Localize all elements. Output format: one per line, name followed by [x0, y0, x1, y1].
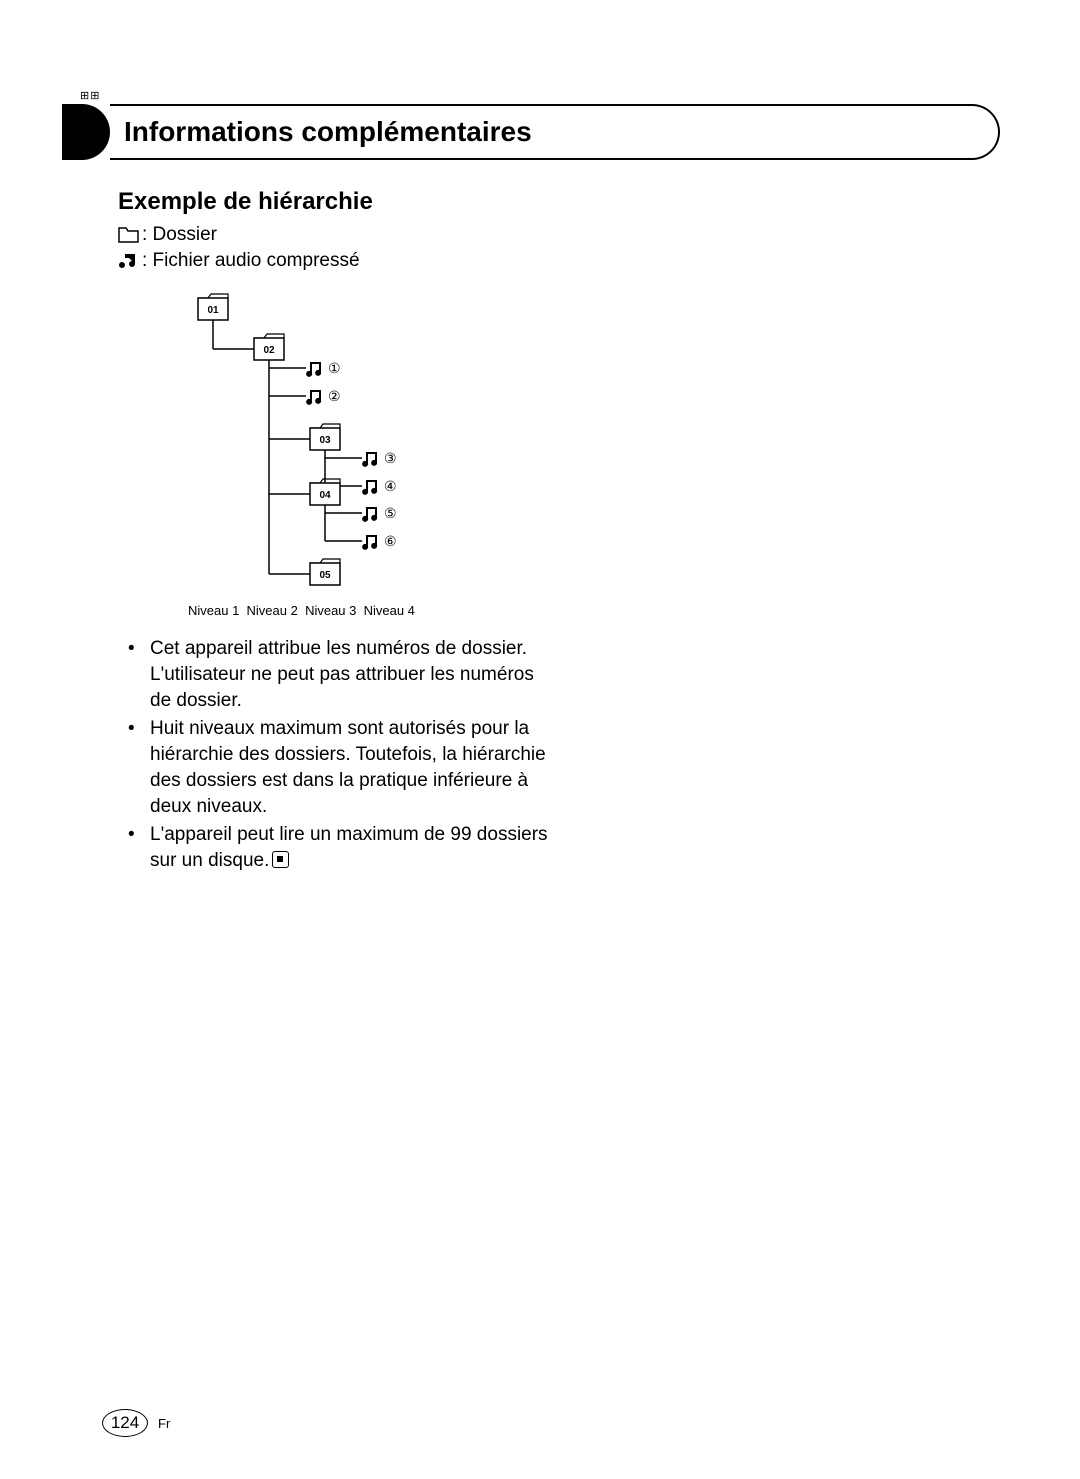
svg-text:02: 02 — [263, 345, 275, 356]
note-item: Huit niveaux maximum sont autorisés pour… — [150, 716, 558, 820]
section-header-pill: Informations complémentaires — [110, 104, 1000, 160]
level-labels: Niveau 1 Niveau 2 Niveau 3 Niveau 4 — [188, 603, 558, 618]
legend-file-label: : Fichier audio compressé — [142, 248, 360, 274]
page-number: 124 — [102, 1409, 148, 1437]
folder-icon — [118, 226, 140, 244]
svg-text:05: 05 — [319, 570, 331, 581]
svg-text:⑤: ⑤ — [384, 505, 397, 521]
hierarchy-svg: ① ② ③ ④ ⑤ ⑥ 01 02 03 04 05 — [188, 292, 448, 592]
legend-folder-label: : Dossier — [142, 222, 217, 248]
appendix-glyphs: ⊞⊞ — [80, 89, 100, 102]
legend-file: : Fichier audio compressé — [118, 248, 558, 274]
page-footer: 124 Fr — [102, 1409, 170, 1437]
legend-folder: : Dossier — [118, 222, 558, 248]
note-item: L'appareil peut lire un maximum de 99 do… — [150, 822, 558, 874]
svg-text:⑥: ⑥ — [384, 533, 397, 549]
svg-text:01: 01 — [207, 305, 219, 316]
svg-text:①: ① — [328, 360, 341, 376]
music-note-icon — [118, 251, 140, 271]
subsection-heading: Exemple de hiérarchie — [118, 188, 558, 216]
svg-text:04: 04 — [319, 490, 331, 501]
svg-text:②: ② — [328, 388, 341, 404]
content-column: Exemple de hiérarchie : Dossier : Fichie… — [118, 188, 558, 876]
page-lang: Fr — [158, 1416, 170, 1431]
end-of-section-icon — [272, 851, 289, 868]
side-tab — [62, 104, 110, 160]
section-title: Informations complémentaires — [124, 116, 532, 148]
note-item: Cet appareil attribue les numéros de dos… — [150, 636, 558, 714]
hierarchy-diagram: ① ② ③ ④ ⑤ ⑥ 01 02 03 04 05 Niveau 1 Niveau 2 Nivea… — [188, 292, 558, 618]
svg-text:③: ③ — [384, 450, 397, 466]
manual-page: ⊞⊞ Informations complémentaires Exemple … — [0, 0, 1080, 1479]
svg-text:④: ④ — [384, 478, 397, 494]
svg-text:03: 03 — [319, 435, 331, 446]
notes-list: Cet appareil attribue les numéros de dos… — [118, 636, 558, 874]
